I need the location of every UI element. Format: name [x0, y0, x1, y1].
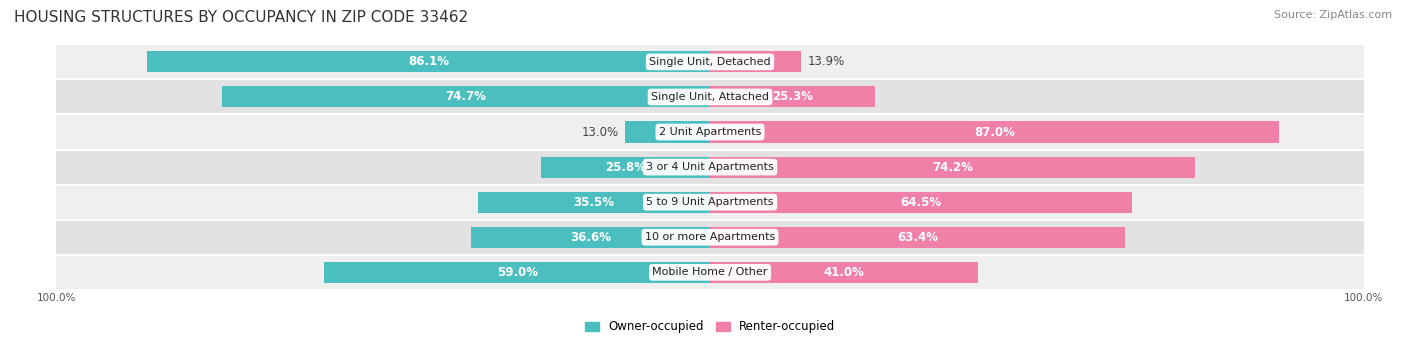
- Text: Source: ZipAtlas.com: Source: ZipAtlas.com: [1274, 10, 1392, 20]
- Bar: [56, 184, 1364, 220]
- Text: Single Unit, Attached: Single Unit, Attached: [651, 92, 769, 102]
- Bar: [56, 44, 1364, 79]
- Text: 10 or more Apartments: 10 or more Apartments: [645, 232, 775, 242]
- Text: Single Unit, Detached: Single Unit, Detached: [650, 57, 770, 67]
- Bar: [541, 157, 710, 178]
- Bar: [222, 86, 710, 107]
- Bar: [710, 86, 876, 107]
- Text: 25.8%: 25.8%: [605, 161, 647, 174]
- Bar: [56, 150, 1364, 184]
- Text: 3 or 4 Unit Apartments: 3 or 4 Unit Apartments: [647, 162, 773, 172]
- Bar: [56, 79, 1364, 115]
- Bar: [710, 262, 979, 283]
- Text: 64.5%: 64.5%: [900, 196, 942, 209]
- Bar: [148, 51, 710, 72]
- Text: 41.0%: 41.0%: [824, 266, 865, 279]
- Text: Mobile Home / Other: Mobile Home / Other: [652, 267, 768, 277]
- Bar: [710, 192, 1132, 213]
- Bar: [710, 121, 1279, 143]
- Text: 74.2%: 74.2%: [932, 161, 973, 174]
- Bar: [56, 115, 1364, 150]
- Bar: [56, 220, 1364, 255]
- Text: 36.6%: 36.6%: [569, 231, 610, 244]
- Text: 59.0%: 59.0%: [496, 266, 537, 279]
- Text: 2 Unit Apartments: 2 Unit Apartments: [659, 127, 761, 137]
- Text: 74.7%: 74.7%: [446, 90, 486, 103]
- Text: 13.9%: 13.9%: [807, 55, 845, 68]
- Bar: [325, 262, 710, 283]
- Text: 13.0%: 13.0%: [581, 125, 619, 138]
- Text: 35.5%: 35.5%: [574, 196, 614, 209]
- Text: 86.1%: 86.1%: [408, 55, 449, 68]
- Bar: [710, 157, 1195, 178]
- Legend: Owner-occupied, Renter-occupied: Owner-occupied, Renter-occupied: [579, 315, 841, 338]
- Text: HOUSING STRUCTURES BY OCCUPANCY IN ZIP CODE 33462: HOUSING STRUCTURES BY OCCUPANCY IN ZIP C…: [14, 10, 468, 25]
- Bar: [710, 51, 801, 72]
- Text: 5 to 9 Unit Apartments: 5 to 9 Unit Apartments: [647, 197, 773, 207]
- Text: 87.0%: 87.0%: [974, 125, 1015, 138]
- Bar: [471, 227, 710, 248]
- Bar: [710, 227, 1125, 248]
- Bar: [56, 255, 1364, 290]
- Text: 25.3%: 25.3%: [772, 90, 813, 103]
- Bar: [626, 121, 710, 143]
- Text: 63.4%: 63.4%: [897, 231, 938, 244]
- Bar: [478, 192, 710, 213]
